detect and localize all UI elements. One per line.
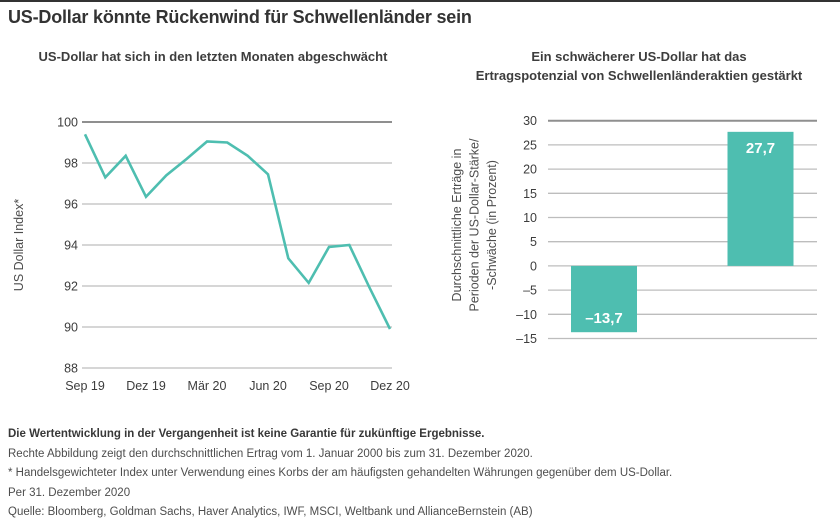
y-tick-label: –5 xyxy=(523,284,537,298)
y-axis-title-line: -Schwäche (in Prozent) xyxy=(485,160,499,290)
line-chart: 100 98 96 94 92 90 88 Sep 19 Dez 19 Mär 20 Jun 20 S… xyxy=(12,116,410,394)
top-divider-rule xyxy=(0,0,840,2)
y-tick-label: 30 xyxy=(523,114,537,128)
footer-note-right-chart: Rechte Abbildung zeigt den durchschnittl… xyxy=(8,447,533,460)
bar-chart-title: Ein schwächerer US-Dollar hat das Ertrags… xyxy=(452,47,826,85)
bar-value-label: –13,7 xyxy=(585,310,623,327)
y-axis-title-line: Durchschnittliche Erträge in xyxy=(450,149,464,302)
line-chart-title: US-Dollar hat sich in den letzten Monate… xyxy=(38,49,388,64)
footer-notes: Die Wertentwicklung in der Vergangenheit… xyxy=(8,428,808,524)
footer-disclaimer: Die Wertentwicklung in der Vergangenheit… xyxy=(8,428,485,440)
y-tick-label: 88 xyxy=(64,362,78,376)
bar-chart-title-line-2: Ertragspotenzial von Schwellenländerakti… xyxy=(475,68,803,83)
bar-chart: 30 25 20 15 10 5 0 –5 –10 –15 Durchschnittliche Er… xyxy=(450,114,817,346)
y-tick-label: 15 xyxy=(523,187,537,201)
y-tick-label: 5 xyxy=(530,235,537,249)
y-tick-label: 98 xyxy=(64,157,78,171)
x-tick-label: Dez 20 xyxy=(370,379,410,393)
us-dollar-index-line xyxy=(83,133,392,330)
y-axis-title: US Dollar Index* xyxy=(12,199,26,292)
y-tick-label: 96 xyxy=(64,198,78,212)
y-tick-label: 92 xyxy=(64,280,78,294)
x-tick-label: Dez 19 xyxy=(126,379,166,393)
x-tick-label: Sep 19 xyxy=(65,379,105,393)
y-tick-label: –10 xyxy=(516,308,537,322)
y-tick-label: 0 xyxy=(530,259,537,273)
y-tick-label: –15 xyxy=(516,332,537,346)
bar-chart-title-line-1: Ein schwächerer US-Dollar hat das xyxy=(531,49,747,64)
footer-as-of-date: Per 31. Dezember 2020 xyxy=(8,486,131,499)
x-tick-label: Jun 20 xyxy=(249,379,287,393)
page-title: US-Dollar könnte Rückenwind für Schwelle… xyxy=(8,7,472,27)
y-tick-label: 90 xyxy=(64,321,78,335)
y-tick-label: 100 xyxy=(57,116,78,130)
y-tick-label: 20 xyxy=(523,163,537,177)
bar xyxy=(727,131,794,266)
y-axis-title-line: Perioden der US-Dollar-Stärke/ xyxy=(468,138,482,312)
bar-value-label: 27,7 xyxy=(746,140,775,157)
y-tick-label: 10 xyxy=(523,211,537,225)
x-tick-label: Mär 20 xyxy=(188,379,227,393)
x-tick-label: Sep 20 xyxy=(309,379,349,393)
footer-footnote-index: * Handelsgewichteter Index unter Verwend… xyxy=(8,467,673,479)
y-tick-label: 94 xyxy=(64,239,78,253)
y-tick-label: 25 xyxy=(523,138,537,152)
bar xyxy=(571,265,637,333)
footer-source: Quelle: Bloomberg, Goldman Sachs, Haver … xyxy=(8,506,533,518)
